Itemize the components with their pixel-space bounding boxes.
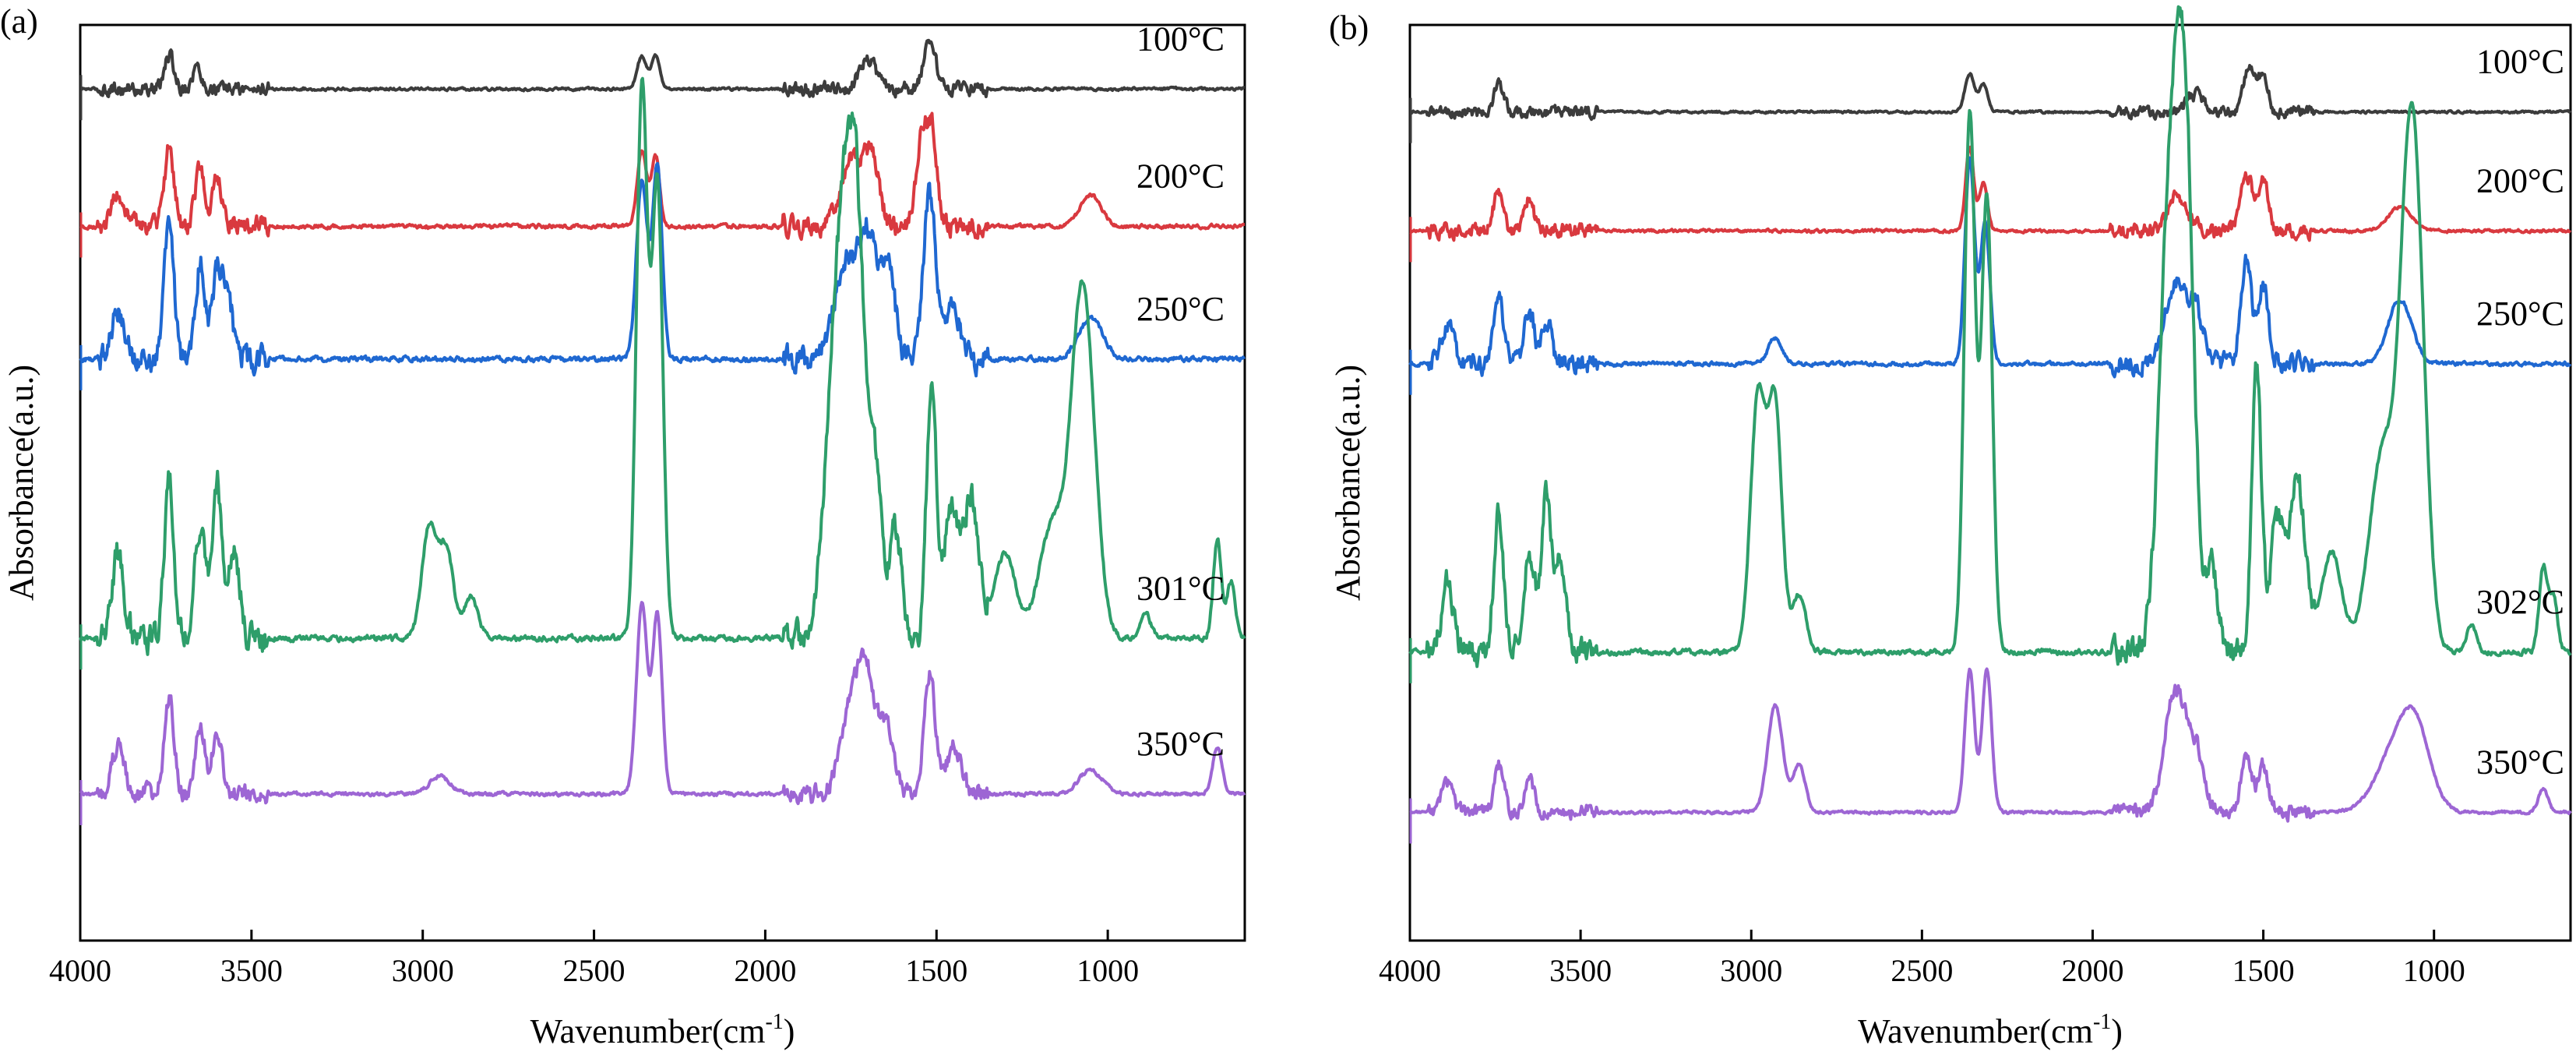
plot-frame xyxy=(79,23,1246,942)
x-tick-label: 1500 xyxy=(2232,953,2295,988)
x-tick-label: 2000 xyxy=(2061,953,2123,988)
series-label: 350°C xyxy=(2476,743,2564,782)
spectrum-line-301c xyxy=(79,76,1246,656)
series-label: 100°C xyxy=(2476,43,2564,81)
panel-b: (b) 4000 3500 3000 2500 2000 1500 1000 Wavenumbe… xyxy=(1329,5,2572,1050)
x-tick-label: 3500 xyxy=(1549,953,1612,988)
series-label: 250°C xyxy=(1136,290,1225,328)
panel-label: (b) xyxy=(1329,9,1369,47)
series-label: 301°C xyxy=(1136,569,1225,607)
series-label: 200°C xyxy=(1136,157,1225,196)
series-label: 100°C xyxy=(1136,19,1225,58)
series-label: 200°C xyxy=(2476,161,2564,199)
y-axis-title: Absorbance(a.u.) xyxy=(1329,365,1367,601)
panel-label: (a) xyxy=(0,2,38,41)
y-axis-title: Absorbance(a.u.) xyxy=(2,365,41,601)
series-label: 250°C xyxy=(2476,295,2564,333)
series-label: 350°C xyxy=(1136,725,1225,763)
plot-frame xyxy=(1408,23,2572,942)
x-tick-label: 1000 xyxy=(2403,953,2465,988)
x-tick-label: 2000 xyxy=(734,953,796,988)
spectrum-line-100c xyxy=(1409,64,2572,122)
x-tick-label: 2500 xyxy=(563,953,625,988)
spectrum-line-200c xyxy=(79,111,1246,242)
spectrum-line-350c xyxy=(1409,667,2572,823)
x-axis-title: Wavenumber(cm-1) xyxy=(530,1010,795,1050)
x-tick-label: 2500 xyxy=(1891,953,1953,988)
spectrum-line-302c xyxy=(1408,5,2572,669)
x-tick-label: 1000 xyxy=(1077,953,1139,988)
x-tick-label: 3000 xyxy=(1720,953,1782,988)
x-tick-label: 3000 xyxy=(392,953,454,988)
x-axis-title: Wavenumber(cm-1) xyxy=(1858,1010,2123,1050)
x-tick-label: 1500 xyxy=(905,953,967,988)
x-tick-label: 4000 xyxy=(49,953,111,988)
spectrum-line-100c xyxy=(79,38,1246,99)
panel-a: (a) 4000 3500 3000 2500 2000 1500 1000 Wavenumbe… xyxy=(0,2,1246,1050)
spectrum-line-250c xyxy=(79,161,1246,378)
x-tick-label: 4000 xyxy=(1379,953,1441,988)
spectrum-line-200c xyxy=(1409,145,2572,242)
x-tick-label: 3500 xyxy=(220,953,283,988)
spectrum-line-350c xyxy=(79,601,1246,806)
series-label: 302°C xyxy=(2476,583,2564,621)
